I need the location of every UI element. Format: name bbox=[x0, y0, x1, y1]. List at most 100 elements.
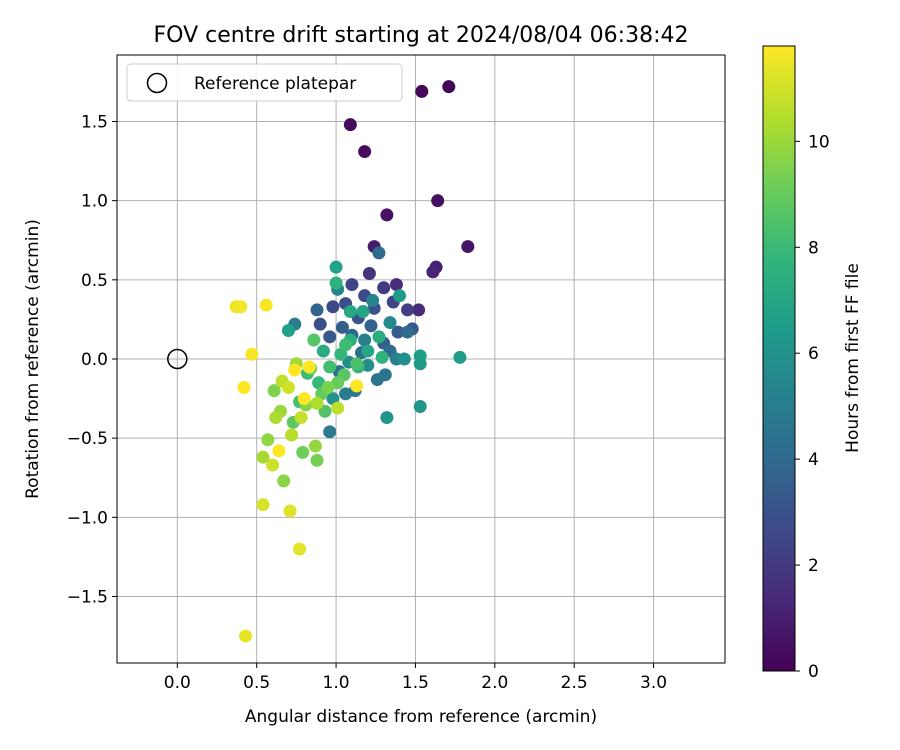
data-point bbox=[296, 445, 310, 459]
x-tick-label: 0.5 bbox=[243, 673, 270, 693]
data-point bbox=[281, 324, 295, 337]
legend: Reference platepar bbox=[126, 63, 403, 102]
data-point bbox=[239, 629, 253, 643]
data-point bbox=[272, 444, 286, 458]
data-point bbox=[372, 330, 386, 344]
x-tick-label: 1.5 bbox=[402, 673, 429, 693]
data-point bbox=[294, 411, 308, 425]
data-point bbox=[343, 305, 357, 318]
y-tick-label: 0.5 bbox=[81, 271, 108, 291]
data-point bbox=[375, 350, 389, 364]
data-point bbox=[283, 504, 297, 518]
colorbar-tick-label: 10 bbox=[808, 132, 830, 152]
x-tick-label: 3.0 bbox=[640, 673, 667, 693]
data-point bbox=[266, 458, 280, 472]
data-point bbox=[277, 474, 291, 488]
data-point bbox=[393, 289, 407, 303]
data-point bbox=[412, 303, 426, 317]
data-point bbox=[310, 303, 324, 317]
x-axis-label: Angular distance from reference (arcmin) bbox=[245, 707, 597, 727]
legend-box bbox=[126, 63, 403, 102]
y-axis-label: Rotation from reference (arcmin) bbox=[23, 219, 43, 499]
data-point bbox=[358, 333, 372, 347]
colorbar-tick-label: 6 bbox=[808, 344, 819, 364]
data-point bbox=[372, 246, 386, 260]
data-point bbox=[308, 439, 322, 453]
y-tick-label: 0.0 bbox=[81, 350, 108, 370]
data-point bbox=[285, 428, 299, 442]
data-point bbox=[362, 267, 376, 280]
data-point bbox=[345, 278, 359, 292]
data-point bbox=[281, 381, 295, 394]
data-point bbox=[256, 498, 270, 512]
data-point bbox=[310, 396, 324, 410]
data-points bbox=[229, 80, 475, 643]
colorbar-tick-label: 4 bbox=[808, 450, 819, 470]
chart-title: FOV centre drift starting at 2024/08/04 … bbox=[154, 23, 689, 48]
data-point bbox=[267, 384, 281, 398]
data-point bbox=[307, 333, 321, 347]
data-point bbox=[318, 404, 332, 418]
data-point bbox=[391, 325, 405, 339]
data-point bbox=[269, 411, 283, 425]
data-point bbox=[323, 425, 337, 439]
data-point bbox=[453, 350, 467, 364]
data-point bbox=[256, 450, 270, 464]
data-point bbox=[413, 400, 427, 413]
data-point bbox=[323, 330, 337, 344]
x-tick-label: 2.0 bbox=[481, 673, 508, 693]
data-point bbox=[350, 357, 364, 371]
x-tick-label: 1.0 bbox=[323, 673, 350, 693]
x-tick-label: 2.5 bbox=[561, 673, 588, 693]
colorbar-gradient bbox=[762, 45, 796, 672]
legend-entry-reference-platepar: Reference platepar bbox=[194, 74, 356, 94]
data-point bbox=[302, 360, 316, 374]
reference-marker bbox=[167, 348, 188, 370]
data-point bbox=[237, 381, 251, 394]
colorbar-tick-label: 0 bbox=[808, 662, 819, 682]
data-point bbox=[401, 325, 415, 339]
data-point bbox=[310, 453, 324, 467]
y-axis-ticks: 1.5 1.0 0.5 0.0 −0.5 −1.0 −1.5 bbox=[67, 113, 117, 608]
colorbar-tick-label: 8 bbox=[808, 238, 819, 258]
data-point bbox=[366, 293, 380, 307]
data-point bbox=[288, 363, 302, 377]
y-tick-label: −1.5 bbox=[67, 588, 108, 608]
data-point bbox=[356, 305, 370, 318]
data-point bbox=[313, 317, 327, 331]
data-point bbox=[329, 260, 343, 274]
data-point bbox=[329, 276, 343, 290]
data-point bbox=[397, 352, 411, 366]
data-point bbox=[361, 344, 375, 358]
data-point bbox=[326, 300, 340, 314]
data-point bbox=[339, 387, 353, 401]
data-point bbox=[442, 80, 456, 94]
data-point bbox=[415, 84, 429, 98]
data-point bbox=[461, 240, 475, 254]
legend-reference-marker-icon bbox=[146, 72, 168, 94]
data-point bbox=[378, 368, 392, 382]
data-point bbox=[323, 360, 337, 374]
data-point bbox=[389, 278, 403, 292]
data-point bbox=[234, 300, 248, 314]
data-point bbox=[358, 145, 372, 159]
data-point bbox=[350, 379, 364, 393]
data-point bbox=[377, 281, 391, 295]
data-point bbox=[380, 411, 394, 425]
colorbar: 0 2 4 6 8 10 Hours from first FF file bbox=[762, 45, 863, 682]
data-point bbox=[297, 392, 311, 406]
data-point bbox=[331, 401, 345, 415]
data-point bbox=[261, 433, 275, 447]
colorbar-label: Hours from first FF file bbox=[843, 263, 863, 453]
y-tick-label: −0.5 bbox=[67, 429, 108, 449]
data-point bbox=[401, 303, 415, 317]
data-point bbox=[431, 194, 445, 208]
colorbar-ticks: 0 2 4 6 8 10 bbox=[795, 132, 830, 682]
colorbar-tick-label: 2 bbox=[808, 556, 819, 576]
y-tick-label: 1.5 bbox=[81, 113, 108, 133]
data-point bbox=[364, 319, 378, 333]
y-tick-label: 1.0 bbox=[81, 192, 108, 212]
data-point bbox=[259, 298, 273, 312]
y-tick-label: −1.0 bbox=[67, 508, 108, 528]
